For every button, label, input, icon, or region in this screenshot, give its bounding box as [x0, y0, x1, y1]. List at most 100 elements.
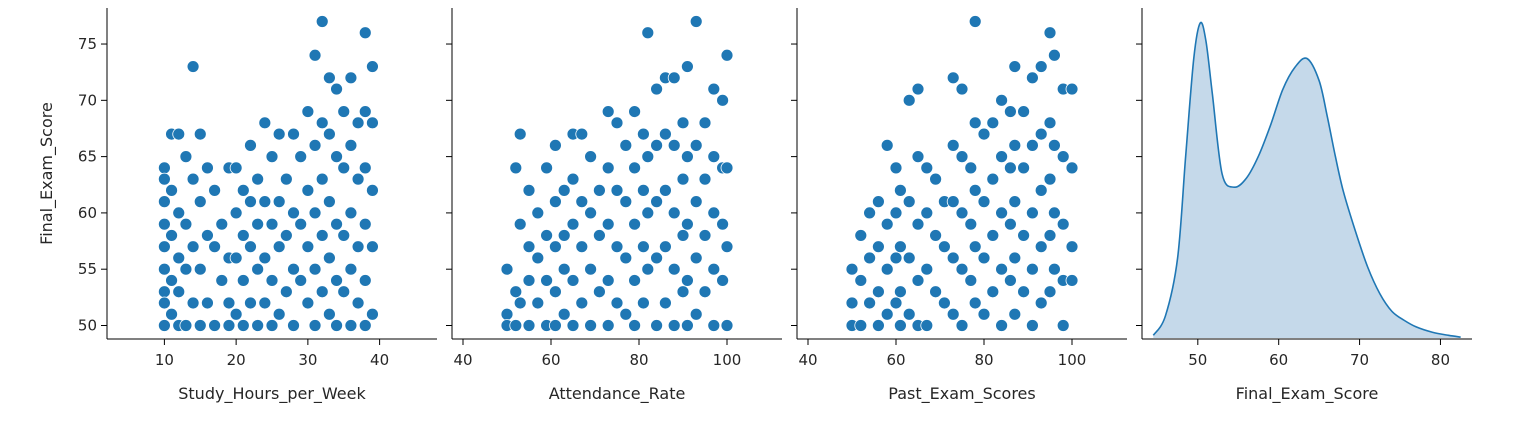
scatter-point [698, 229, 712, 242]
scatter-point [351, 296, 365, 310]
scatter-point [681, 60, 694, 73]
scatter-point [698, 172, 712, 186]
scatter-point [294, 274, 308, 287]
scatter-point [566, 217, 580, 231]
scatter-point [929, 172, 942, 186]
scatter-point [229, 206, 243, 220]
panel-3: 40 60 80 100 Past_Exam_Scores [791, 8, 1127, 404]
scatter-point [1034, 240, 1048, 254]
scatter-point [186, 60, 200, 73]
scatter-point [667, 71, 681, 85]
scatter-point [863, 296, 876, 310]
scatter-point [366, 307, 379, 321]
scatter-point [880, 262, 894, 276]
scatter-point [549, 285, 562, 299]
scatter-point [1017, 229, 1030, 242]
scatter-point [308, 206, 322, 220]
scatter-point [279, 172, 293, 186]
panel-2: 40 60 80 100 Attendance_Rate [446, 8, 782, 404]
scatter-point [222, 319, 236, 332]
scatter-point [610, 116, 624, 130]
scatter-point [667, 262, 681, 276]
y-tick-label: 75 [78, 35, 97, 53]
scatter-point [628, 274, 641, 287]
scatter-point [351, 116, 365, 130]
scatter-point [344, 319, 358, 332]
scatter-point [667, 319, 681, 332]
scatter-point [179, 262, 193, 276]
scatter-point [1026, 319, 1039, 332]
scatter-point [889, 251, 903, 265]
x-axis-label: Final_Exam_Score [1236, 384, 1379, 404]
scatter-point [157, 240, 171, 254]
scatter-point [955, 262, 969, 276]
scatter-point [193, 262, 207, 276]
scatter-point [1034, 127, 1048, 141]
scatter-point [272, 127, 286, 141]
scatter-point [344, 138, 358, 152]
scatter-point [601, 274, 615, 287]
scatter-point [716, 217, 729, 231]
scatter-point [322, 127, 336, 141]
scatter-point [584, 262, 597, 276]
scatter-point [294, 150, 308, 164]
scatter-point [601, 161, 615, 175]
x-axis-label: Study_Hours_per_Week [178, 384, 366, 404]
scatter-point [889, 161, 903, 175]
scatter-point [681, 150, 694, 164]
scatter-point [575, 195, 589, 209]
scatter-point [308, 48, 322, 62]
scatter-point [676, 172, 690, 186]
scatter-point [689, 307, 703, 321]
scatter-point [251, 217, 265, 231]
scatter-point [911, 217, 925, 231]
scatter-point [1048, 48, 1061, 62]
scatter-point [557, 262, 571, 276]
scatter-point [358, 26, 372, 40]
scatter-point [681, 217, 694, 231]
scatter-point [222, 296, 236, 310]
scatter-point [251, 319, 265, 332]
scatter-point [650, 138, 663, 152]
scatter-point [894, 319, 907, 332]
scatter-point [845, 262, 859, 276]
x-tick-label: 10 [155, 351, 174, 369]
scatter-point [650, 319, 663, 332]
x-axis-label: Past_Exam_Scores [888, 384, 1035, 404]
scatter-point [287, 206, 300, 220]
scatter-point [540, 274, 553, 287]
scatter-point [880, 217, 894, 231]
scatter-point [920, 206, 934, 220]
scatter-point [315, 172, 329, 186]
scatter-point [955, 319, 969, 332]
scatter-point [215, 217, 229, 231]
scatter-point [854, 229, 868, 242]
scatter-point [208, 240, 222, 254]
scatter-point [566, 274, 580, 287]
scatter-point [557, 183, 571, 197]
scatter-point [880, 307, 894, 321]
scatter-point [911, 274, 925, 287]
scatter-point [720, 240, 734, 254]
scatter-point [272, 195, 286, 209]
scatter-point [566, 172, 580, 186]
scatter-point [650, 251, 663, 265]
scatter-point [659, 183, 672, 197]
scatter-point [902, 251, 916, 265]
scatter-point [946, 251, 960, 265]
scatter-point [707, 82, 721, 96]
scatter-point [157, 195, 171, 209]
scatter-point [193, 319, 207, 332]
scatter-point [986, 285, 1000, 299]
scatter-point [894, 285, 907, 299]
scatter-point [619, 307, 633, 321]
scatter-point [358, 105, 372, 118]
scatter-point [707, 150, 721, 164]
scatter-point [301, 183, 315, 197]
scatter-point [229, 161, 243, 175]
x-tick-label: 60 [886, 351, 905, 369]
scatter-point [641, 206, 655, 220]
scatter-point [315, 116, 329, 130]
scatter-point [1065, 82, 1079, 96]
scatter-point [637, 127, 650, 141]
